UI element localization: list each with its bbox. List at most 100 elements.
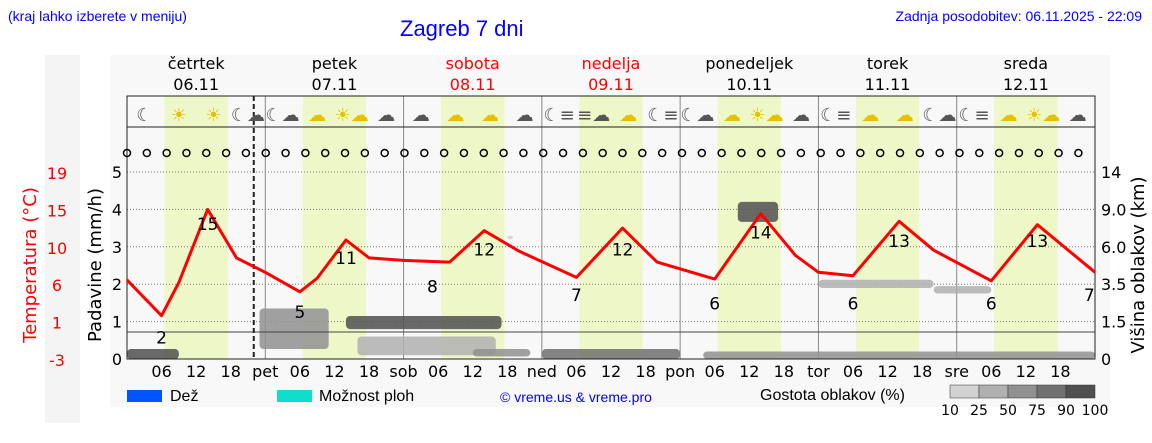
cloud-height-tick: 0 bbox=[1101, 350, 1111, 369]
temp-tick: 15 bbox=[47, 201, 67, 220]
hour-tick-label: 12 bbox=[463, 362, 483, 381]
cloud-sun-icon: ☁ bbox=[308, 105, 326, 126]
cloud-area bbox=[933, 286, 992, 294]
cloud-sun-icon: ☁ bbox=[619, 105, 637, 126]
cloud-height-tick: 6.0 bbox=[1101, 238, 1126, 257]
day-date: 10.11 bbox=[726, 75, 772, 94]
calm-wind-icon bbox=[340, 148, 350, 158]
calm-wind-icon bbox=[796, 148, 806, 158]
cloud-icon: ☁ bbox=[516, 105, 534, 126]
daytime-band bbox=[579, 96, 643, 359]
hour-tick-label: 12 bbox=[324, 362, 344, 381]
density-legend-tick: 100 bbox=[1082, 403, 1109, 419]
hour-tick-label: 06 bbox=[705, 362, 725, 381]
sun-cloud-icon: ☀☁ bbox=[1026, 105, 1060, 126]
calm-wind-icon bbox=[380, 148, 389, 158]
hour-tick-label: 06 bbox=[981, 362, 1001, 381]
calm-wind-icon bbox=[915, 148, 925, 158]
temperature-label: 7 bbox=[571, 286, 582, 306]
calm-wind-icon bbox=[281, 148, 290, 158]
rain-legend-swatch bbox=[127, 390, 162, 402]
density-legend-tick: 25 bbox=[970, 403, 988, 419]
temperature-label: 8 bbox=[427, 278, 438, 298]
day-name: četrtek bbox=[168, 54, 226, 73]
calm-wind-icon bbox=[499, 148, 508, 158]
temperature-label: 5 bbox=[294, 303, 305, 323]
density-legend-tick: 10 bbox=[941, 403, 959, 419]
calm-wind-icon bbox=[935, 148, 944, 158]
location-hint[interactable]: (kraj lahko izberete v meniju) bbox=[8, 8, 187, 24]
temperature-label: 11 bbox=[335, 249, 357, 269]
cloud-area bbox=[507, 235, 514, 240]
hour-tick-label: 18 bbox=[1050, 362, 1070, 381]
calm-wind-icon bbox=[439, 148, 449, 158]
calm-wind-icon bbox=[638, 148, 647, 158]
moon-icon: ☾ bbox=[136, 105, 152, 126]
shower-legend-label: Možnost ploh bbox=[319, 388, 414, 405]
density-legend-tick: 90 bbox=[1057, 403, 1075, 419]
day-date: 07.11 bbox=[312, 75, 358, 94]
calm-wind-icon bbox=[360, 148, 370, 158]
temp-axis-label: Temperatura (°C) bbox=[20, 187, 41, 344]
temp-tick: -3 bbox=[49, 351, 65, 370]
density-legend-swatch bbox=[1036, 384, 1067, 399]
day-short-label: ned bbox=[527, 362, 557, 381]
calm-wind-icon bbox=[618, 148, 627, 158]
credit-link: © vreme.us & vreme.pro bbox=[500, 389, 652, 405]
temp-tick: 10 bbox=[47, 239, 67, 258]
calm-wind-icon bbox=[221, 148, 231, 158]
temperature-line bbox=[125, 207, 1096, 318]
calm-wind-icon bbox=[519, 148, 528, 158]
temperature-label: 14 bbox=[750, 224, 772, 244]
density-legend-tick: 50 bbox=[999, 403, 1017, 419]
calm-wind-icon bbox=[697, 148, 707, 158]
calm-wind-icon bbox=[757, 148, 766, 158]
density-legend-label: Gostota oblakov (%) bbox=[760, 387, 905, 404]
temperature-label: 12 bbox=[473, 241, 495, 261]
calm-wind-icon bbox=[142, 148, 152, 158]
day-short-label: pet bbox=[252, 362, 278, 381]
last-updated: Zadnja posodobitev: 06.11.2025 - 22:09 bbox=[895, 8, 1142, 24]
temp-tick: 6 bbox=[52, 276, 62, 295]
cloud-height-tick: 9.0 bbox=[1101, 200, 1126, 219]
calm-wind-icon bbox=[816, 148, 825, 158]
shower-legend-swatch bbox=[277, 390, 312, 402]
hour-tick-label: 18 bbox=[774, 362, 794, 381]
hour-tick-label: 12 bbox=[1016, 362, 1036, 381]
cloud-sun-icon: ☁ bbox=[896, 105, 914, 126]
calm-wind-icon bbox=[202, 148, 211, 158]
calm-wind-icon bbox=[1074, 148, 1083, 158]
day-name: petek bbox=[312, 54, 358, 73]
hour-tick-label: 12 bbox=[739, 362, 759, 381]
density-legend-swatch bbox=[978, 384, 1009, 399]
moon-fog-icon: ☾≡ bbox=[544, 105, 575, 126]
cloud-area bbox=[703, 351, 1095, 359]
cloud-area bbox=[737, 201, 779, 222]
density-legend-swatch bbox=[949, 384, 980, 399]
calm-wind-icon bbox=[578, 148, 588, 158]
hour-tick-label: 12 bbox=[601, 362, 621, 381]
hour-tick-label: 18 bbox=[635, 362, 655, 381]
temperature-label: 13 bbox=[888, 232, 910, 252]
cloud-sun-icon: ☁ bbox=[1000, 105, 1018, 126]
cloud-area bbox=[357, 336, 496, 356]
cloud-icon: ☁ bbox=[1069, 105, 1087, 126]
sun-cloud-icon: ☀☁ bbox=[335, 105, 369, 126]
hour-tick-label: 18 bbox=[497, 362, 517, 381]
day-short-label: pon bbox=[665, 362, 695, 381]
temperature-label: 6 bbox=[709, 295, 720, 315]
temperature-label: 2 bbox=[156, 329, 167, 349]
calm-wind-icon bbox=[856, 148, 865, 158]
cloud-sun-icon: ☁ bbox=[446, 105, 464, 126]
day-date: 11.11 bbox=[865, 75, 911, 94]
calm-wind-icon bbox=[420, 148, 429, 158]
precip-tick: 0 bbox=[112, 350, 122, 369]
cloud-area bbox=[259, 308, 329, 350]
precip-tick: 4 bbox=[112, 200, 122, 219]
hour-tick-label: 18 bbox=[359, 362, 379, 381]
day-name: sobota bbox=[446, 54, 500, 73]
sun-cloud-icon: ☀☁ bbox=[750, 105, 784, 126]
precip-axis-label: Padavine (mm/h) bbox=[85, 188, 106, 342]
daytime-band bbox=[441, 96, 505, 359]
temperature-label: 12 bbox=[612, 241, 634, 261]
